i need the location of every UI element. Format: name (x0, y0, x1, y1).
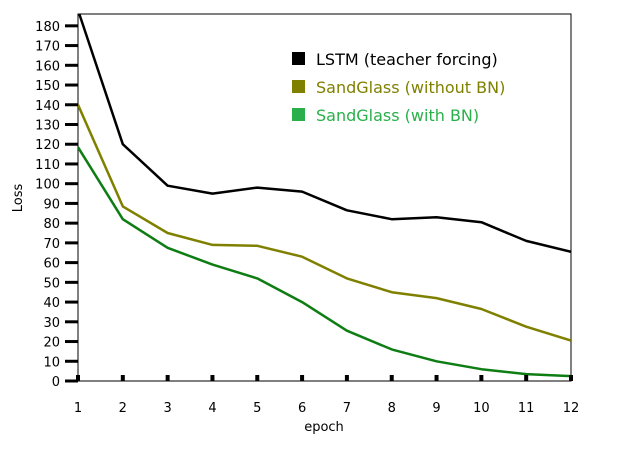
y-tick-label: 0 (52, 375, 60, 390)
y-tick-label: 20 (43, 336, 60, 351)
x-tick-label: 10 (473, 401, 490, 416)
x-tick-label: 9 (432, 401, 440, 416)
y-tick-label: 150 (35, 79, 60, 94)
x-tick-label: 4 (208, 401, 216, 416)
legend-entry: SandGlass (with BN) (316, 106, 479, 125)
y-tick-label: 120 (35, 138, 60, 153)
legend-swatch (292, 80, 305, 93)
legend-entry: LSTM (teacher forcing) (316, 50, 498, 69)
y-tick-label: 60 (43, 257, 60, 272)
y-tick-label: 70 (43, 237, 60, 252)
series-line-3 (78, 146, 571, 378)
y-axis-label: Loss (11, 184, 26, 213)
y-tick-label: 110 (35, 158, 60, 173)
y-tick-label: 50 (43, 276, 60, 291)
y-tick-label: 170 (35, 40, 60, 55)
y-tick-label: 90 (43, 197, 60, 212)
x-tick-label: 2 (119, 401, 127, 416)
series-line-1 (78, 14, 571, 254)
y-tick-label: 160 (35, 59, 60, 74)
y-tick-label: 140 (35, 99, 60, 114)
x-tick-label: 11 (518, 401, 535, 416)
y-tick-label: 40 (43, 296, 60, 311)
y-tick-label: 80 (43, 217, 60, 232)
x-tick-label: 5 (253, 401, 261, 416)
legend-swatch (292, 52, 305, 65)
x-tick-label: 12 (563, 401, 580, 416)
x-tick-label: 6 (298, 401, 306, 416)
y-tick-label: 30 (43, 316, 60, 331)
y-tick-label: 10 (43, 355, 60, 370)
y-tick-label: 100 (35, 178, 60, 193)
legend-entry: SandGlass (without BN) (316, 78, 505, 97)
plot-frame (77, 13, 572, 382)
y-tick-label: 130 (35, 118, 60, 133)
legend: LSTM (teacher forcing) SandGlass (without… (292, 50, 505, 125)
x-tick-label: 1 (74, 401, 82, 416)
x-tick-label: 7 (343, 401, 351, 416)
x-tick-label: 8 (388, 401, 396, 416)
legend-swatch (292, 108, 305, 121)
x-tick-label: 3 (163, 401, 171, 416)
x-axis-label: epoch (304, 420, 344, 435)
series-line-2 (78, 104, 571, 342)
y-tick-label: 180 (35, 20, 60, 35)
